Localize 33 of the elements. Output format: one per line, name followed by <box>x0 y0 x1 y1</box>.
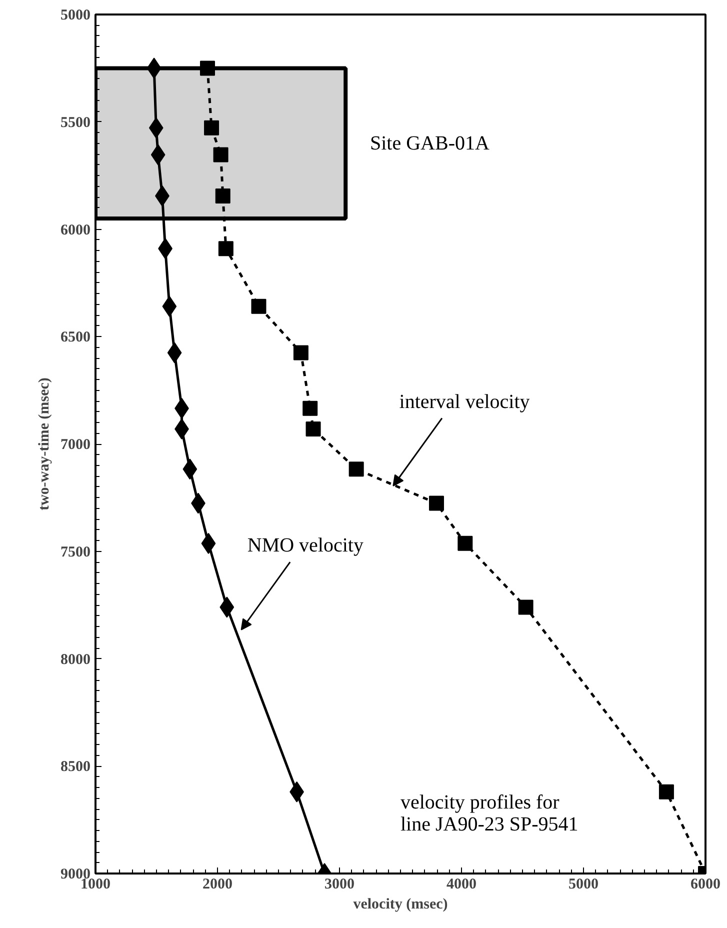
y-tick-label: 5500 <box>60 114 90 131</box>
point <box>518 600 534 615</box>
point <box>293 345 308 360</box>
y-axis-title: two-way-time (msec) <box>36 378 52 510</box>
y-tick-label: 7500 <box>60 544 90 560</box>
annotation: velocity profiles for line JA90-23 SP-9541 <box>400 791 578 836</box>
point <box>215 188 230 204</box>
y-tick-label: 8000 <box>60 652 90 668</box>
point <box>658 784 674 800</box>
point <box>458 536 473 551</box>
x-tick-label: 2000 <box>202 876 232 892</box>
annotation: NMO velocity <box>247 534 364 557</box>
point <box>348 462 364 477</box>
y-tick-label: 8500 <box>60 759 90 776</box>
y-tick-label: 6500 <box>60 330 90 346</box>
point <box>213 147 228 162</box>
point <box>302 400 318 416</box>
x-tick-label: 5000 <box>568 876 598 892</box>
x-tick-label: 3000 <box>324 876 354 892</box>
x-tick-label: 4000 <box>446 876 476 892</box>
annotation: interval velocity <box>399 390 530 413</box>
point <box>428 496 444 511</box>
point <box>251 298 266 314</box>
y-tick-label: 5000 <box>60 8 90 24</box>
point <box>306 421 321 436</box>
point <box>218 241 234 256</box>
x-axis-title: velocity (msec) <box>353 896 448 912</box>
y-tick-label: 7000 <box>60 437 90 453</box>
band-label: Site GAB-01A <box>370 132 490 154</box>
y-tick-label: 6000 <box>60 222 90 238</box>
point <box>200 60 215 76</box>
point <box>204 120 220 136</box>
x-tick-label: 6000 <box>690 876 720 892</box>
